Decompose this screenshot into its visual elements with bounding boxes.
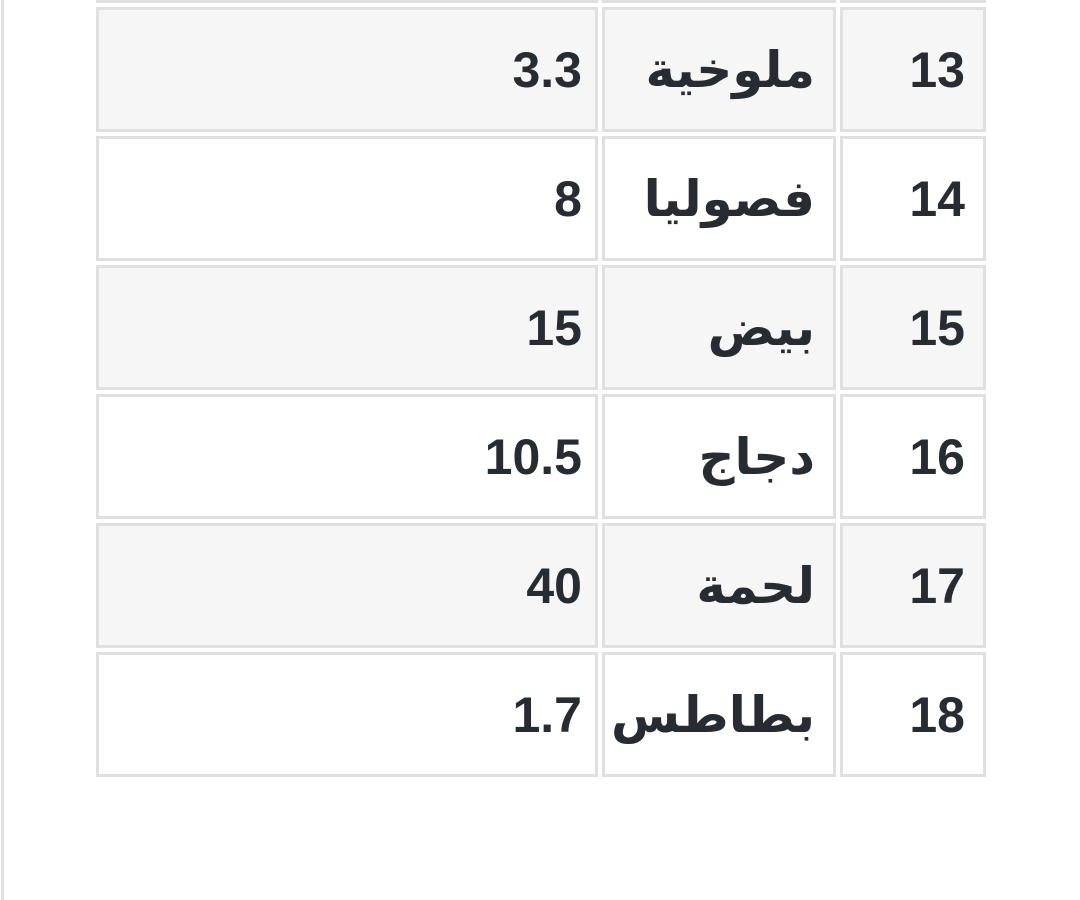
table-row: 13 ملوخية 3.3 <box>95 7 986 132</box>
table-wrap: 13 ملوخية 3.3 14 فصوليا 8 15 بيض 15 16 د… <box>92 0 990 781</box>
item-value-cell <box>95 0 598 3</box>
row-number-cell: 18 <box>840 652 986 777</box>
row-number-cell: 17 <box>840 523 986 648</box>
item-value-cell: 1.7 <box>95 652 598 777</box>
item-value-cell: 10.5 <box>95 394 598 519</box>
items-table: 13 ملوخية 3.3 14 فصوليا 8 15 بيض 15 16 د… <box>92 0 990 781</box>
table-row: 16 دجاج 10.5 <box>95 394 986 519</box>
row-number-cell: 14 <box>840 136 986 261</box>
item-name-cell: بيض <box>601 265 836 390</box>
table-row: 18 بطاطس 1.7 <box>95 652 986 777</box>
table-row: 15 بيض 15 <box>95 265 986 390</box>
table-body: 13 ملوخية 3.3 14 فصوليا 8 15 بيض 15 16 د… <box>95 0 986 777</box>
table-row: 17 لحمة 40 <box>95 523 986 648</box>
item-name-cell: ملوخية <box>601 7 836 132</box>
item-name-cell: فصوليا <box>601 136 836 261</box>
page-left-edge-line <box>1 0 4 900</box>
table-row-partial <box>95 0 986 3</box>
row-number-cell: 16 <box>840 394 986 519</box>
row-number-cell: 13 <box>840 7 986 132</box>
row-number-cell: 15 <box>840 265 986 390</box>
item-name-cell: دجاج <box>601 394 836 519</box>
item-value-cell: 8 <box>95 136 598 261</box>
row-number-cell <box>840 0 986 3</box>
item-name-cell <box>601 0 836 3</box>
item-value-cell: 15 <box>95 265 598 390</box>
item-name-cell: لحمة <box>601 523 836 648</box>
item-value-cell: 3.3 <box>95 7 598 132</box>
item-value-cell: 40 <box>95 523 598 648</box>
table-row: 14 فصوليا 8 <box>95 136 986 261</box>
item-name-cell: بطاطس <box>601 652 836 777</box>
